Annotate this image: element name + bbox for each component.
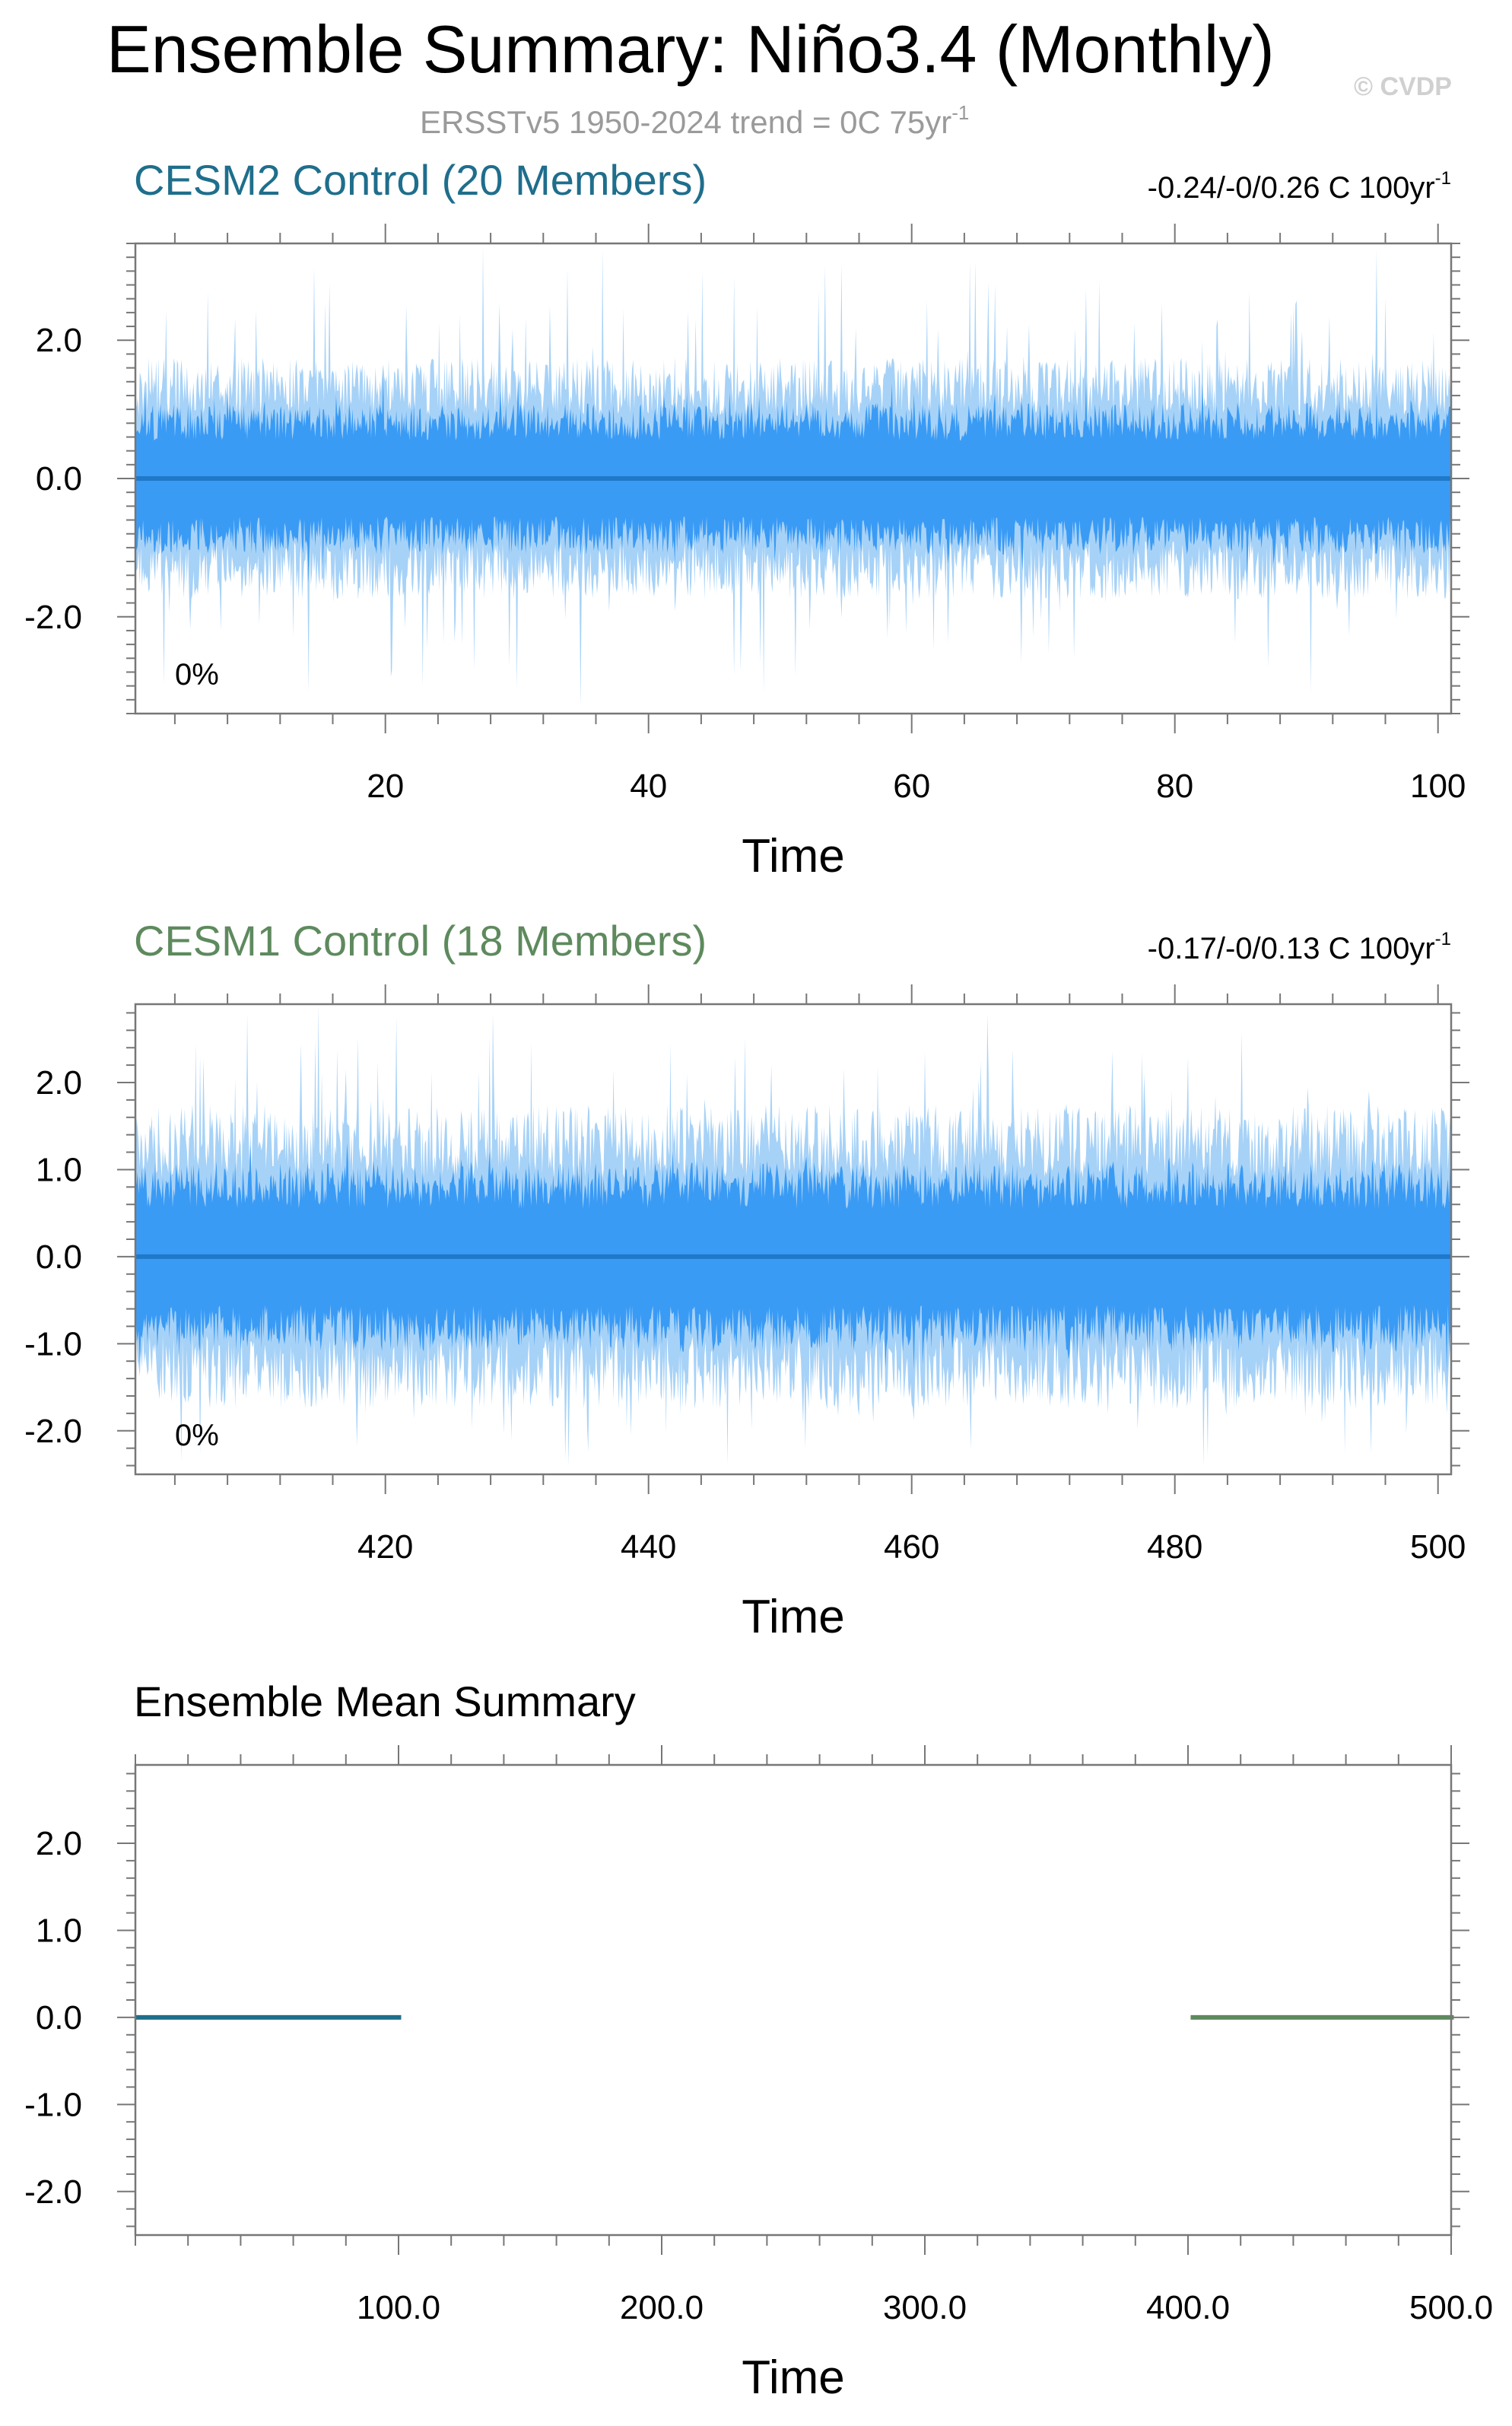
panel-2-ytick-label: 1.0 (36, 1151, 82, 1188)
panel-3-ytick-label: 2.0 (36, 1825, 82, 1862)
panel-2-ytick-label: 2.0 (36, 1064, 82, 1102)
panel-3-ytick-label: -2.0 (24, 2173, 82, 2211)
panel-2-ytick-label: -2.0 (24, 1413, 82, 1450)
panel-3: Ensemble Mean Summary 100.0 200.0 300.0 400.… (24, 1677, 1493, 2404)
panel-2-ytick-label: -1.0 (24, 1325, 82, 1362)
panel-2-percent-annotation: 0% (175, 1419, 219, 1452)
panel-2-xtick-label: 420 (357, 1528, 413, 1566)
panel-1-percent-annotation: 0% (175, 658, 219, 692)
panel-2: CESM1 Control (18 Members) -0.17/-0/0.13 … (24, 917, 1469, 1643)
panel-3-xtick-label: 300.0 (883, 2289, 967, 2326)
panels: CESM2 Control (20 Members) -0.24/-0/0.26 … (24, 156, 1493, 2404)
panel-1-ytick-label: -2.0 (24, 599, 82, 636)
panel-3-title: Ensemble Mean Summary (134, 1677, 636, 1725)
observed-trend: ERSSTv5 1950-2024 trend = 0C 75yr-1 (420, 101, 969, 140)
panel-3-ytick-label: -1.0 (24, 2086, 82, 2123)
panel-1-xtick-label: 60 (893, 768, 930, 805)
panel-3-xtick-label: 500.0 (1409, 2289, 1493, 2326)
panel-3-ytick-label: 1.0 (36, 1912, 82, 1949)
panel-1-title: CESM2 Control (20 Members) (134, 156, 707, 204)
panel-2-title: CESM1 Control (18 Members) (134, 917, 707, 965)
panel-1-xtick-label: 80 (1156, 768, 1193, 805)
panel-2-xtick-label: 440 (621, 1528, 676, 1566)
panel-3-xtick-label: 100.0 (357, 2289, 440, 2326)
panel-1-ytick-label: 0.0 (36, 460, 82, 498)
panel-1-ytick-label: 2.0 (36, 322, 82, 359)
panel-3-background (135, 1765, 1451, 2235)
panel-2-ytick-label: 0.0 (36, 1238, 82, 1276)
panel-3-xtick-label: 200.0 (620, 2289, 704, 2326)
panel-1-xlabel: Time (742, 830, 844, 882)
panel-2-trend: -0.17/-0/0.13 C 100yr-1 (1148, 929, 1451, 965)
observed-trend-exponent: -1 (951, 101, 969, 124)
panel-1: CESM2 Control (20 Members) -0.24/-0/0.26 … (24, 156, 1469, 882)
observed-trend-text: ERSSTv5 1950-2024 trend = 0C 75yr (420, 104, 951, 140)
panel-3-xlabel: Time (742, 2351, 844, 2404)
panel-1-trend: -0.24/-0/0.26 C 100yr-1 (1148, 168, 1451, 205)
panel-3-ytick-label: 0.0 (36, 1999, 82, 2037)
panel-3-xtick-label: 400.0 (1146, 2289, 1230, 2326)
panel-2-xtick-label: 500 (1410, 1528, 1466, 1566)
panel-2-xlabel: Time (742, 1591, 844, 1643)
panel-2-xtick-label: 460 (884, 1528, 939, 1566)
panel-2-xtick-label: 480 (1147, 1528, 1202, 1566)
panel-1-xtick-label: 40 (630, 768, 667, 805)
watermark: © CVDP (1354, 72, 1452, 101)
panel-1-xtick-label: 20 (367, 768, 404, 805)
figure-title: Ensemble Summary: Niño3.4 (Monthly) (106, 11, 1275, 87)
panel-1-xtick-label: 100 (1410, 768, 1466, 805)
